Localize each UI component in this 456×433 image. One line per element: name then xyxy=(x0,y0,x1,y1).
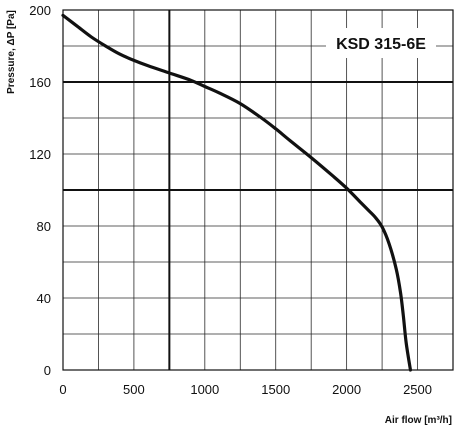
series-layer xyxy=(61,13,413,372)
y-tick-label: 200 xyxy=(29,3,51,18)
x-tick-label: 2500 xyxy=(403,382,432,397)
x-tick-label: 1500 xyxy=(261,382,290,397)
tick-labels: 0 500 1000 1500 2000 2500 0 40 80 120 160 200 xyxy=(29,3,432,397)
x-axis-label: Air flow [m³/h] xyxy=(385,415,452,426)
y-tick-label: 80 xyxy=(37,219,51,234)
model-label-box xyxy=(326,28,436,58)
y-tick-label: 120 xyxy=(29,147,51,162)
y-tick-label: 40 xyxy=(37,291,51,306)
plot-frame xyxy=(62,9,454,371)
y-tick-label: 0 xyxy=(44,363,51,378)
x-tick-label: 2000 xyxy=(332,382,361,397)
x-tick-label: 500 xyxy=(123,382,145,397)
model-label: KSD 315-6E xyxy=(336,36,426,53)
x-tick-label: 1000 xyxy=(190,382,219,397)
series-line xyxy=(61,13,413,372)
y-axis-label: Pressure, ΔP [Pa] xyxy=(6,10,17,94)
x-tick-label: 0 xyxy=(59,382,66,397)
major-grid xyxy=(63,10,453,370)
y-tick-label: 160 xyxy=(29,75,51,90)
